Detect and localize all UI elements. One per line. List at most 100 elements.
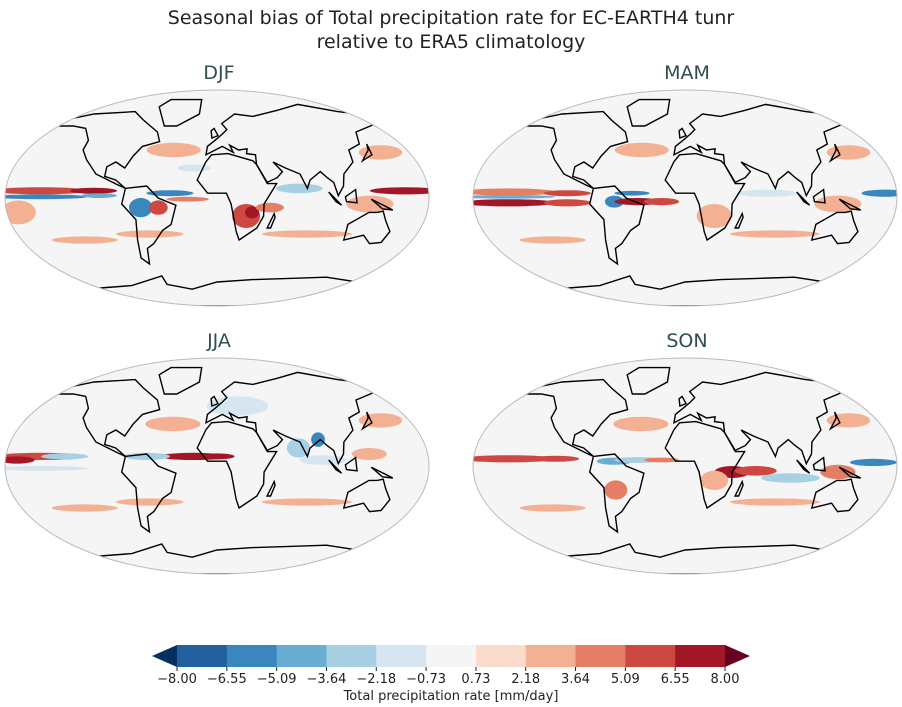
coastline-australia <box>810 210 859 245</box>
colorbar-tick-label: 3.64 <box>561 672 590 687</box>
coastline-britain <box>210 127 219 139</box>
bias-anomaly <box>261 230 352 238</box>
bias-anomaly <box>286 438 311 458</box>
bias-anomaly <box>543 190 591 197</box>
coastline-sumatra <box>796 459 811 474</box>
bias-anomaly <box>614 142 669 158</box>
bias-anomaly <box>761 473 820 483</box>
bias-anomaly <box>369 187 429 195</box>
bias-anomaly <box>5 456 35 464</box>
colorbar-bin <box>177 645 228 667</box>
bias-anomaly <box>826 413 871 428</box>
colorbar-bin <box>475 645 527 667</box>
coastline-new-guinea <box>838 198 862 211</box>
coastline-madagascar <box>733 211 744 229</box>
bias-anomaly <box>543 199 591 207</box>
bias-anomaly <box>473 188 556 196</box>
bias-anomaly <box>643 457 680 463</box>
bias-anomaly <box>51 236 118 244</box>
bias-anomaly <box>473 455 556 463</box>
map-panel-son <box>472 357 898 575</box>
colorbar-tick-label: 2.18 <box>511 672 541 687</box>
bias-anomaly <box>820 464 856 480</box>
coastline-greenland <box>626 98 671 127</box>
bias-anomaly <box>115 230 184 238</box>
bias-anomaly <box>81 193 117 198</box>
coastline-australia <box>810 478 859 513</box>
bias-anomaly <box>358 413 403 428</box>
ocean-background <box>473 358 897 574</box>
bias-anomaly <box>51 504 118 512</box>
bias-anomaly <box>245 206 260 219</box>
coastline-africa <box>664 420 746 510</box>
bias-anomaly <box>206 396 269 416</box>
panel-title-mam: MAM <box>664 62 710 84</box>
colorbar-bin <box>226 645 278 667</box>
coastline-north-america <box>57 378 161 458</box>
coastline-south-america <box>588 185 645 266</box>
bias-anomaly <box>5 194 88 200</box>
bias-anomaly <box>473 195 556 199</box>
colorbar-tick-label: −2.18 <box>356 672 397 687</box>
bias-anomaly <box>604 480 628 500</box>
colorbar-bin <box>525 645 577 667</box>
colorbar-bin <box>326 645 377 667</box>
bias-anomaly <box>166 196 209 202</box>
coastline-north-america <box>57 110 161 190</box>
coastline-africa <box>196 420 278 510</box>
colorbar-bin <box>376 645 427 667</box>
bias-anomaly <box>145 416 201 432</box>
colorbar <box>152 645 750 671</box>
bias-anomaly <box>255 202 284 213</box>
map-panel-djf <box>4 89 430 307</box>
coastline-greenland <box>158 366 203 395</box>
coastline-borneo <box>344 456 358 472</box>
bias-anomaly <box>613 416 669 432</box>
colorbar-tick-label: −6.55 <box>206 672 247 687</box>
bias-anomaly <box>737 189 797 197</box>
bias-anomaly <box>643 198 680 206</box>
coastline-britain <box>678 127 687 139</box>
bias-anomaly <box>729 498 820 506</box>
coastline-britain <box>678 395 687 407</box>
coastline-australia <box>342 478 391 513</box>
coastline-britain <box>210 395 219 407</box>
bias-anomaly <box>734 466 777 476</box>
bias-anomaly <box>177 164 212 172</box>
bias-anomaly <box>826 145 871 160</box>
coastline-new-guinea <box>838 466 862 479</box>
coastline-sumatra <box>328 191 343 206</box>
coastline-greenland <box>626 366 671 395</box>
coastline-north-america <box>525 110 629 190</box>
map-border <box>4 357 430 575</box>
figure-title-line1: Seasonal bias of Total precipitation rat… <box>167 7 735 29</box>
map-border <box>472 357 898 575</box>
coastline-australia <box>342 210 391 245</box>
coastline-greenland <box>158 98 203 127</box>
figure-title-line2: relative to ERA5 climatology <box>316 31 586 53</box>
bias-anomaly <box>40 453 88 460</box>
bias-anomaly <box>5 466 88 471</box>
bias-anomaly <box>123 452 171 460</box>
coastline-borneo <box>812 188 826 204</box>
map-panel-mam <box>472 89 898 307</box>
bias-anomaly <box>700 470 729 490</box>
bias-anomaly <box>311 432 325 447</box>
colorbar-over-extension <box>725 645 750 667</box>
colorbar-tick-label: 5.09 <box>610 672 640 687</box>
colorbar-tick-label: −5.09 <box>256 672 297 687</box>
bias-anomaly <box>519 236 586 244</box>
coastline-africa <box>664 152 746 242</box>
coastline-eurasia <box>673 103 852 198</box>
coastline-south-america <box>588 453 645 534</box>
colorbar-tick-label: 0.73 <box>461 672 491 687</box>
coastline-borneo <box>812 456 826 472</box>
colorbar-tick-label: 8.00 <box>710 672 740 687</box>
ocean-background <box>5 90 429 306</box>
coastline-madagascar <box>265 211 276 229</box>
colorbar-bin <box>675 645 726 667</box>
coastline-eurasia <box>205 103 384 198</box>
coastline-south-america <box>120 453 177 534</box>
coastline-north-america <box>525 378 629 458</box>
bias-anomaly <box>146 142 201 158</box>
